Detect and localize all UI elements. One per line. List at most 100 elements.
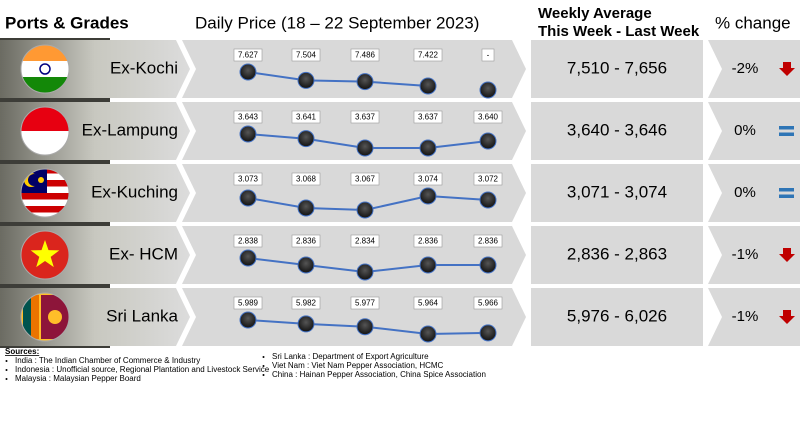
price-point	[239, 311, 257, 329]
row: Ex- HCM 2.838 2.836 2.834 2.836 2.836 2,836 - …	[0, 226, 800, 284]
percent-change: -2%	[732, 60, 759, 77]
price-label: 3.067	[355, 175, 376, 184]
price-point	[297, 130, 315, 148]
flag-rim	[20, 292, 70, 342]
source-item: Malaysia : Malaysian Pepper Board	[15, 374, 141, 383]
price-point	[479, 191, 497, 209]
change-panel	[708, 288, 800, 346]
bullet	[262, 365, 265, 367]
price-label-box	[291, 234, 321, 248]
flag-rim	[20, 230, 70, 280]
trend-flat	[779, 194, 794, 198]
flag-band	[21, 45, 69, 61]
bullet	[5, 360, 8, 362]
price-label-box	[413, 172, 443, 186]
price-label-box	[481, 48, 495, 62]
weekly-panel	[531, 164, 703, 222]
percent-change: 0%	[734, 184, 756, 201]
price-point	[419, 77, 437, 95]
weekly-panel	[531, 226, 703, 284]
price-point	[239, 125, 257, 143]
price-point	[239, 63, 257, 81]
trend-flat	[779, 188, 794, 192]
price-label-box	[233, 296, 263, 310]
price-label: 5.964	[418, 299, 439, 308]
price-line	[247, 71, 429, 87]
price-label: 5.966	[478, 299, 499, 308]
flag-rim	[20, 44, 70, 94]
price-point	[297, 256, 315, 274]
row: Sri Lanka 5.989 5.982 5.977 5.964 5.966 5,976 …	[0, 288, 800, 346]
price-label: 2.836	[418, 237, 439, 246]
port-name: Ex-Lampung	[82, 120, 178, 139]
weekly-panel	[531, 102, 703, 160]
price-label-box	[413, 296, 443, 310]
change-panel	[708, 164, 800, 222]
price-label: 5.977	[355, 299, 376, 308]
price-panel	[182, 226, 526, 284]
price-label-box	[350, 234, 380, 248]
header-daily: Daily Price (18 – 22 September 2023)	[195, 13, 479, 32]
price-point	[239, 249, 257, 267]
weekly-average: 3,071 - 3,074	[567, 182, 667, 201]
flag-band	[21, 212, 69, 217]
bullet	[262, 374, 265, 376]
price-label-box	[350, 110, 380, 124]
price-point	[356, 318, 374, 336]
price-point	[297, 71, 315, 89]
price-label: 2.836	[478, 237, 499, 246]
price-label: 7.422	[418, 51, 439, 60]
price-point	[297, 315, 315, 333]
header-weekly: This Week - Last Week	[538, 23, 700, 40]
price-label-box	[413, 48, 443, 62]
price-label: 3.637	[418, 113, 439, 122]
price-label: 5.982	[296, 299, 317, 308]
change-panel	[708, 102, 800, 160]
price-label-box	[233, 110, 263, 124]
port-name: Ex-Kuching	[91, 182, 178, 201]
price-label-box	[291, 48, 321, 62]
price-panel	[182, 164, 526, 222]
change-panel	[708, 40, 800, 98]
bullet	[262, 356, 265, 358]
trend-down	[779, 62, 795, 76]
price-label: 2.836	[296, 237, 317, 246]
percent-change: 0%	[734, 122, 756, 139]
percent-change: -1%	[732, 308, 759, 325]
percent-change: -1%	[732, 246, 759, 263]
price-label: 7.627	[238, 51, 259, 60]
header-change: % change	[715, 13, 791, 32]
price-point	[479, 324, 497, 342]
price-label: 5.989	[238, 299, 259, 308]
row: Ex-Kuching 3.073 3.068 3.067 3.074 3.072 3,071…	[0, 164, 800, 222]
port-name: Sri Lanka	[106, 306, 178, 325]
price-label: 3.643	[238, 113, 259, 122]
price-label-box	[473, 172, 503, 186]
bullet	[5, 369, 8, 371]
weekly-panel	[531, 288, 703, 346]
price-point	[239, 189, 257, 207]
price-panel	[182, 102, 526, 160]
price-point	[419, 256, 437, 274]
flag-rim	[20, 168, 70, 218]
price-label: 3.640	[478, 113, 499, 122]
price-label-box	[350, 296, 380, 310]
flag-sun	[38, 177, 44, 183]
trend-flat	[779, 132, 794, 136]
price-label-box	[291, 110, 321, 124]
flag-moon	[28, 174, 40, 186]
price-label-box	[350, 172, 380, 186]
price-label: 3.074	[418, 175, 439, 184]
price-label-box	[473, 234, 503, 248]
price-label-box	[350, 48, 380, 62]
port-name: Ex- HCM	[109, 244, 178, 263]
price-label: 7.486	[355, 51, 376, 60]
price-label-box	[473, 110, 503, 124]
price-label: 2.838	[238, 237, 259, 246]
change-panel	[708, 226, 800, 284]
price-point	[297, 199, 315, 217]
flag-band	[21, 77, 69, 93]
sources-title: Sources:	[5, 347, 39, 356]
price-point	[479, 81, 497, 99]
price-label-box	[413, 110, 443, 124]
